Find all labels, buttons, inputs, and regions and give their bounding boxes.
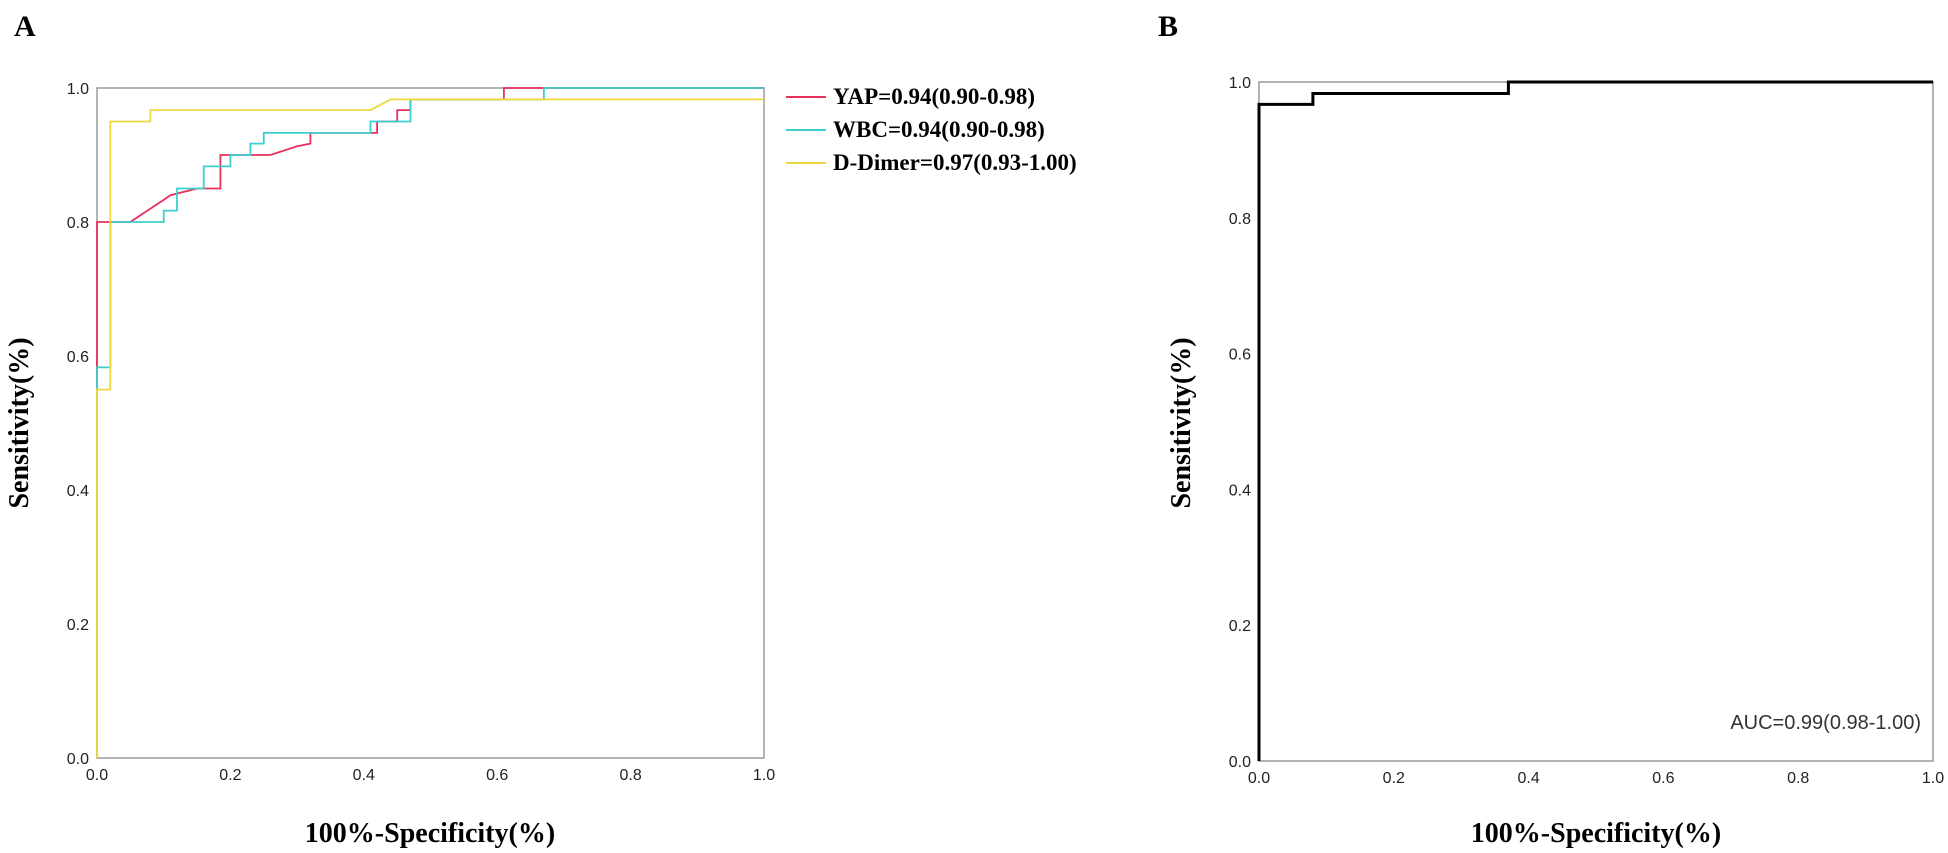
panel-a-y-tick-label: 0.4	[67, 483, 89, 500]
panel-b-roc-curve-panel_b_curve	[1257, 80, 1933, 761]
panel-b-y-ticks: 0.0 0.2 0.4 0.6 0.8 1.0	[1229, 75, 1251, 771]
panel-a-x-tick-label: 1.0	[753, 767, 775, 784]
panel-a-x-tick-label: 0.0	[86, 767, 108, 784]
panel-b-y-tick-label: 0.0	[1229, 754, 1251, 771]
panel-a-x-ticks: 0.0 0.2 0.4 0.6 0.8 1.0	[86, 767, 775, 784]
panel-a-x-tick-label: 0.6	[486, 767, 508, 784]
panel-a-series-group	[96, 87, 764, 758]
panel-b-chart: B 0.0 0.2 0.4 0.6 0.8 1.0 0.00.20.40.60.81.0 …	[1158, 10, 1944, 849]
panel-a-x-tick-label: 0.4	[353, 767, 375, 784]
panel-a-chart: A 0.0 0.2 0.4 0.6 0.8 1.0 0.00.20.40.60.81.0 …	[4, 10, 1077, 849]
panel-a-y-tick-label: 1.0	[67, 81, 89, 98]
legend-label-yap: YAP=0.94(0.90-0.98)	[833, 84, 1035, 109]
panel-b-y-tick-label: 0.8	[1229, 211, 1251, 228]
panel-b-x-tick-label: 0.6	[1652, 770, 1674, 787]
panel-a-y-ticks: 0.0 0.2 0.4 0.6 0.8 1.0	[67, 81, 89, 768]
panel-b-auc-annotation: AUC=0.99(0.98-1.00)	[1730, 712, 1921, 734]
panel-b-y-tick-label: 1.0	[1229, 75, 1251, 92]
panel-a-roc-curve-d-dimer	[96, 98, 764, 758]
panel-b-x-tick-label: 1.0	[1922, 770, 1944, 787]
panel-b-plot-frame	[1258, 81, 1934, 762]
panel-a-y-tick-label: 0.2	[67, 617, 89, 634]
panel-a-legend: YAP=0.94(0.90-0.98) WBC=0.94(0.90-0.98) …	[786, 84, 1077, 175]
panel-b-x-tick-label: 0.2	[1383, 770, 1405, 787]
panel-a-label: A	[14, 10, 36, 43]
legend-label-wbc: WBC=0.94(0.90-0.98)	[833, 117, 1045, 142]
panel-b-y-tick-label: 0.2	[1229, 618, 1251, 635]
panel-a-y-tick-label: 0.0	[67, 751, 89, 768]
panel-b-y-tick-label: 0.4	[1229, 482, 1251, 499]
panel-b-series-group	[1257, 80, 1933, 761]
panel-b-x-ticks: 0.0 0.2 0.4 0.6 0.8 1.0	[1248, 770, 1944, 787]
panel-a-y-tick-label: 0.6	[67, 349, 89, 366]
panel-a-y-tick-label: 0.8	[67, 215, 89, 232]
panel-a-x-tick-label: 0.2	[219, 767, 241, 784]
panel-b-x-axis-label: 100%-Specificity(%)	[1471, 818, 1721, 849]
panel-b-x-tick-label: 0.4	[1517, 770, 1539, 787]
panel-a-x-tick-label: 0.8	[619, 767, 641, 784]
panel-b-x-tick-label: 0.8	[1787, 770, 1809, 787]
panel-b-label: B	[1158, 10, 1178, 43]
legend-label-d-dimer: D-Dimer=0.97(0.93-1.00)	[833, 150, 1077, 175]
panel-b-x-tick-label: 0.0	[1248, 770, 1270, 787]
panel-b-y-tick-label: 0.6	[1229, 347, 1251, 364]
panel-b-y-axis-label: Sensitivity(%)	[1166, 337, 1197, 508]
panel-a-x-axis-label: 100%-Specificity(%)	[305, 818, 555, 849]
panel-a-roc-curve-wbc	[96, 87, 764, 758]
panel-a-y-axis-label: Sensitivity(%)	[4, 337, 35, 508]
